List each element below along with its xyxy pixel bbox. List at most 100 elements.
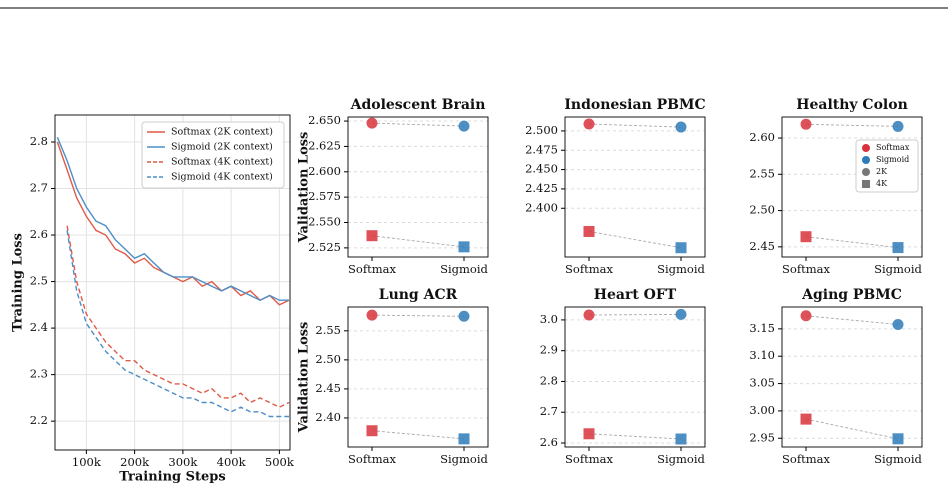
x-axis-label: Training Steps <box>119 470 225 485</box>
x-tick-label: Sigmoid <box>440 452 488 466</box>
legend-marker <box>862 180 870 188</box>
y-tick-label: 2.4 <box>30 320 48 334</box>
connector <box>805 418 899 440</box>
y-tick-label: 2.625 <box>308 138 341 152</box>
y-tick-label: 2.425 <box>525 181 558 195</box>
series-line <box>66 230 289 418</box>
y-tick-label: 2.550 <box>308 215 341 229</box>
y-tick-label: 2.8 <box>540 373 558 387</box>
connector <box>588 231 682 249</box>
x-tick-label: Softmax <box>782 452 830 466</box>
y-tick-label: 2.55 <box>749 166 775 180</box>
marker <box>892 433 904 445</box>
chart-title: Adolescent Brain <box>350 97 486 113</box>
x-tick-label: 400k <box>217 455 247 469</box>
marker <box>583 428 595 440</box>
y-tick-label: 2.3 <box>30 367 48 381</box>
y-tick-label: 3.15 <box>749 321 775 335</box>
marker <box>892 319 904 330</box>
legend-label: Sigmoid (4K context) <box>171 172 273 183</box>
legend-label: 4K <box>876 179 888 188</box>
y-tick-label: 2.60 <box>749 130 775 144</box>
marker <box>458 120 470 132</box>
axes-frame <box>347 116 489 258</box>
y-tick-label: 2.45 <box>749 239 775 253</box>
legend-label: Softmax (2K context) <box>171 127 273 138</box>
connector <box>588 433 682 440</box>
chart-title: Indonesian PBMC <box>564 97 705 113</box>
x-tick-label: 200k <box>120 455 150 469</box>
y-tick-label: 2.9 <box>540 343 558 357</box>
y-tick-label: 2.6 <box>540 435 558 449</box>
legend-label: Sigmoid (2K context) <box>171 142 273 153</box>
y-axis-label: Validation Loss <box>297 132 312 244</box>
axes-frame <box>564 306 706 448</box>
y-tick-label: 2.6 <box>30 227 48 241</box>
marker <box>366 230 378 242</box>
axes-frame <box>54 114 291 451</box>
legend-marker <box>862 168 870 176</box>
x-tick-label: Softmax <box>348 262 396 276</box>
chart-title: Aging PBMC <box>801 287 902 303</box>
marker <box>800 310 812 322</box>
legend-marker <box>862 144 870 152</box>
legend-box <box>855 139 919 193</box>
y-axis-label: Validation Loss <box>297 322 312 434</box>
y-tick-label: 2.575 <box>308 189 341 203</box>
x-tick-label: Sigmoid <box>440 262 488 276</box>
x-tick-label: Softmax <box>348 452 396 466</box>
x-tick-label: Softmax <box>565 262 613 276</box>
marker <box>675 433 687 445</box>
connector <box>805 123 899 127</box>
marker <box>366 117 378 129</box>
x-tick-label: 300k <box>168 455 198 469</box>
series-line <box>66 225 290 408</box>
chart-title: Healthy Colon <box>796 97 908 113</box>
y-tick-label: 2.50 <box>749 203 775 217</box>
marker <box>675 121 687 133</box>
y-axis-label: Training Loss <box>11 233 26 332</box>
chart-title: Lung ACR <box>379 287 458 303</box>
y-tick-label: 2.5 <box>30 274 48 288</box>
y-tick-label: 2.7 <box>30 181 48 195</box>
legend-label: 2K <box>876 167 888 176</box>
marker <box>892 120 904 132</box>
marker <box>675 308 687 320</box>
axes-frame <box>781 116 923 258</box>
y-tick-label: 2.55 <box>315 323 341 337</box>
marker <box>366 425 378 437</box>
x-tick-label: 100k <box>72 455 102 469</box>
marker <box>800 118 812 130</box>
marker <box>800 231 812 243</box>
x-tick-label: 500k <box>265 455 295 469</box>
y-tick-label: 2.2 <box>30 413 48 427</box>
marker <box>458 310 470 322</box>
legend-label: Sigmoid <box>876 155 909 164</box>
connector <box>588 123 682 128</box>
y-tick-label: 2.45 <box>315 381 341 395</box>
x-tick-label: Sigmoid <box>657 452 705 466</box>
y-tick-label: 2.95 <box>749 430 775 444</box>
marker <box>583 309 595 321</box>
y-tick-label: 3.05 <box>749 376 775 390</box>
y-tick-label: 2.450 <box>525 162 558 176</box>
marker <box>675 242 687 254</box>
chart-title: Heart OFT <box>594 287 677 303</box>
legend-label: Softmax <box>876 143 910 152</box>
x-tick-label: Sigmoid <box>874 452 922 466</box>
legend-marker <box>862 156 870 164</box>
y-tick-label: 3.00 <box>749 403 775 417</box>
y-tick-label: 2.600 <box>308 164 341 178</box>
connector <box>371 314 465 317</box>
y-tick-label: 2.475 <box>525 142 558 156</box>
legend-box <box>141 121 285 189</box>
marker <box>458 433 470 445</box>
y-tick-label: 2.400 <box>525 200 558 214</box>
axes-frame <box>347 306 489 448</box>
marker <box>583 118 595 130</box>
y-tick-label: 2.525 <box>308 240 341 254</box>
connector <box>371 430 465 440</box>
y-tick-label: 2.7 <box>540 404 558 418</box>
x-tick-label: Softmax <box>565 452 613 466</box>
x-tick-label: Sigmoid <box>657 262 705 276</box>
